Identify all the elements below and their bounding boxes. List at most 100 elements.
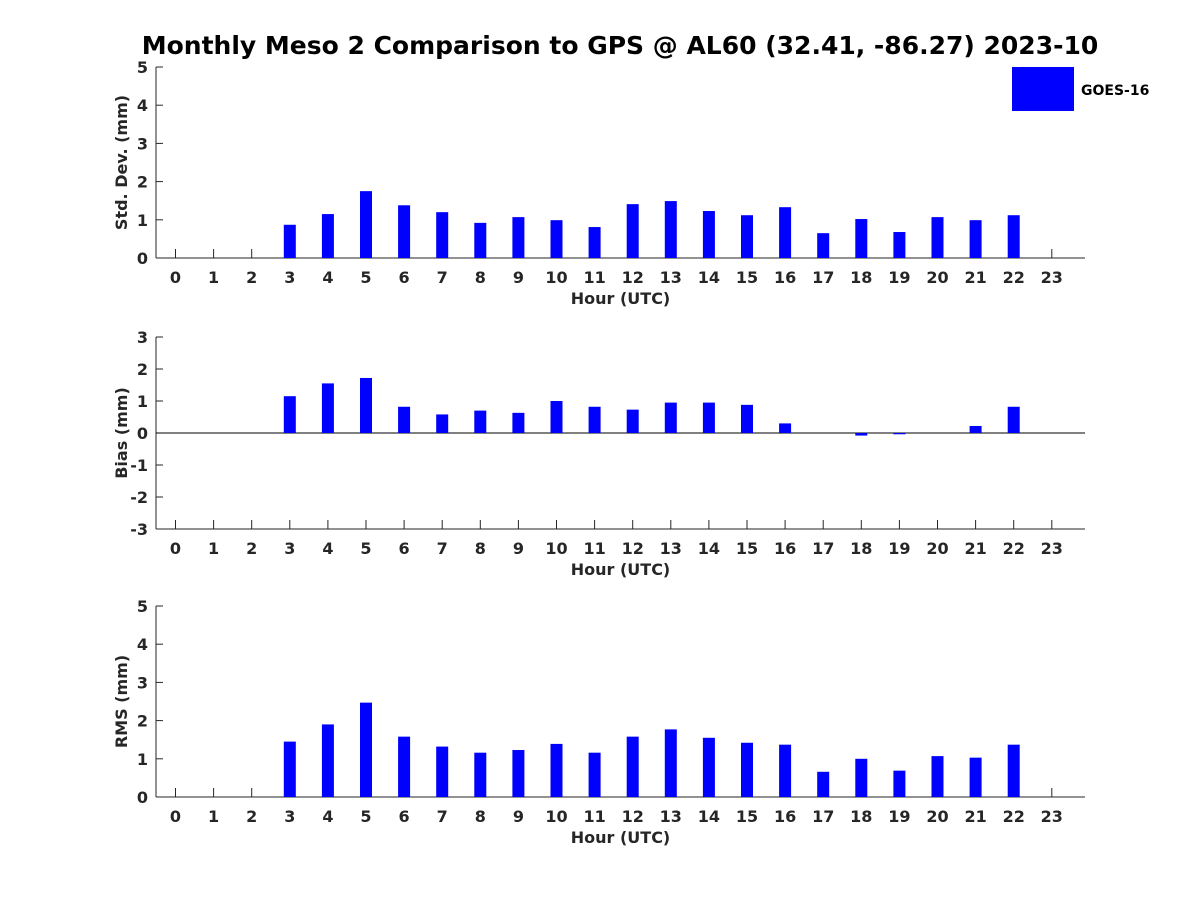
stddev-x-tick-label: 5 xyxy=(360,268,371,287)
bias-bar xyxy=(321,383,334,433)
bias-x-tick-label: 18 xyxy=(850,539,872,558)
stddev-y-tick-label: 5 xyxy=(137,58,148,77)
rms-x-tick-label: 3 xyxy=(284,807,295,826)
rms-y-tick-label: 3 xyxy=(137,673,148,692)
bias-y-tick-label: -2 xyxy=(130,488,148,507)
stddev-x-tick-label: 15 xyxy=(736,268,758,287)
bias-bar xyxy=(398,406,411,433)
bias-bar xyxy=(360,377,372,433)
rms-bar xyxy=(1007,744,1020,797)
bias-y-axis-label: Bias (mm) xyxy=(112,387,131,479)
rms-bar xyxy=(702,737,715,797)
bias-x-tick-label: 9 xyxy=(513,539,524,558)
stddev-bar xyxy=(436,212,449,258)
stddev-bar xyxy=(779,207,792,258)
stddev-y-tick-label: 3 xyxy=(137,134,148,153)
stddev-bar xyxy=(1007,215,1020,258)
rms-x-tick-label: 10 xyxy=(545,807,567,826)
bias-x-tick-label: 15 xyxy=(736,539,758,558)
rms-y-tick-label: 0 xyxy=(137,788,148,807)
rms-x-tick-label: 23 xyxy=(1041,807,1063,826)
bias-x-tick-label: 23 xyxy=(1041,539,1063,558)
stddev-bar xyxy=(626,204,639,258)
bias-x-tick-label: 12 xyxy=(622,539,644,558)
rms-bar xyxy=(664,729,677,797)
bias-bar xyxy=(702,402,715,433)
bias-y-tick-label: -1 xyxy=(130,456,148,475)
stddev-x-axis-label: Hour (UTC) xyxy=(571,289,671,308)
stddev-x-tick-label: 3 xyxy=(284,268,295,287)
bias-x-tick-label: 13 xyxy=(660,539,682,558)
stddev-x-tick-label: 17 xyxy=(812,268,834,287)
rms-x-tick-label: 6 xyxy=(399,807,410,826)
rms-bar xyxy=(817,771,830,797)
rms-x-tick-label: 14 xyxy=(698,807,720,826)
bias-bar xyxy=(474,410,487,433)
stddev-x-tick-label: 19 xyxy=(888,268,910,287)
bias-y-tick-label: -3 xyxy=(130,520,148,539)
rms-x-tick-label: 4 xyxy=(322,807,333,826)
rms-bar xyxy=(550,743,563,797)
bias-x-tick-label: 6 xyxy=(399,539,410,558)
bias-x-axis-label: Hour (UTC) xyxy=(571,560,671,579)
rms-y-axis-label: RMS (mm) xyxy=(112,655,131,748)
rms-x-tick-label: 20 xyxy=(926,807,948,826)
stddev-bar xyxy=(321,214,334,258)
bias-bar xyxy=(550,401,563,433)
stddev-bar xyxy=(283,224,296,258)
stddev-bar xyxy=(817,233,830,258)
stddev-x-tick-label: 18 xyxy=(850,268,872,287)
bias-bar xyxy=(283,396,296,433)
legend: GOES-16 xyxy=(1012,67,1149,111)
bias-bar xyxy=(893,433,906,435)
stddev-y-tick-label: 0 xyxy=(137,249,148,268)
stddev-x-tick-label: 21 xyxy=(964,268,986,287)
stddev-x-tick-label: 22 xyxy=(1003,268,1025,287)
rms-x-tick-label: 7 xyxy=(437,807,448,826)
bias-bar xyxy=(436,414,449,433)
bias-bar xyxy=(741,404,753,433)
bias-x-tick-label: 20 xyxy=(926,539,948,558)
rms-bar xyxy=(398,736,411,797)
rms-bar xyxy=(283,741,296,797)
rms-x-tick-label: 1 xyxy=(208,807,219,826)
rms-x-tick-label: 9 xyxy=(513,807,524,826)
bias-bar xyxy=(512,412,525,433)
rms-x-tick-label: 21 xyxy=(964,807,986,826)
stddev-x-tick-label: 1 xyxy=(208,268,219,287)
legend-label-goes-16: GOES-16 xyxy=(1081,83,1149,99)
stddev-x-tick-label: 8 xyxy=(475,268,486,287)
stddev-bar xyxy=(893,232,906,258)
bias-x-tick-label: 10 xyxy=(545,539,567,558)
figure-title: Monthly Meso 2 Comparison to GPS @ AL60 … xyxy=(142,31,1099,60)
rms-x-tick-label: 13 xyxy=(660,807,682,826)
rms-bar xyxy=(741,742,753,797)
stddev-x-tick-label: 10 xyxy=(545,268,567,287)
rms-bar xyxy=(436,746,449,797)
rms-bar xyxy=(855,758,868,797)
bias-x-tick-label: 7 xyxy=(437,539,448,558)
stddev-bar xyxy=(931,217,944,258)
bias-bar xyxy=(855,433,868,436)
stddev-y-tick-label: 2 xyxy=(137,173,148,192)
rms-x-tick-label: 18 xyxy=(850,807,872,826)
stddev-x-tick-label: 14 xyxy=(698,268,720,287)
rms-x-tick-label: 11 xyxy=(583,807,605,826)
bias-x-tick-label: 14 xyxy=(698,539,720,558)
rms-y-tick-label: 1 xyxy=(137,750,148,769)
bias-x-tick-label: 1 xyxy=(208,539,219,558)
stddev-x-tick-label: 9 xyxy=(513,268,524,287)
bias-y-tick-label: 3 xyxy=(137,328,148,347)
rms-x-tick-label: 15 xyxy=(736,807,758,826)
bias-bar xyxy=(779,423,792,433)
stddev-bar xyxy=(474,222,487,258)
bias-x-tick-label: 22 xyxy=(1003,539,1025,558)
bias-bar xyxy=(664,402,677,433)
stddev-y-tick-label: 1 xyxy=(137,211,148,230)
rms-x-tick-label: 17 xyxy=(812,807,834,826)
rms-y-tick-label: 4 xyxy=(137,635,148,654)
stddev-x-tick-label: 7 xyxy=(437,268,448,287)
stddev-bar xyxy=(550,220,563,258)
